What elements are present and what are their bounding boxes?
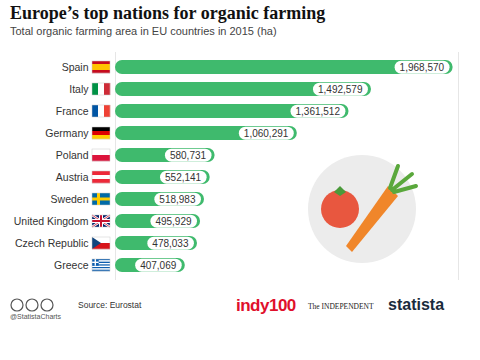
svg-text:France: France (56, 105, 89, 117)
svg-text:518,983: 518,983 (159, 194, 196, 205)
svg-text:478,033: 478,033 (152, 238, 189, 249)
svg-text:Sweden: Sweden (51, 193, 89, 205)
html-text:Source: Eurostat: Source: Eurostat (78, 300, 142, 310)
html-text:statista: statista (388, 296, 444, 313)
svg-text:Austria: Austria (56, 171, 89, 183)
svg-text:Greece: Greece (54, 259, 89, 271)
svg-text:Poland: Poland (56, 149, 89, 161)
svg-text:1,968,570: 1,968,570 (400, 62, 445, 73)
svg-text:580,731: 580,731 (170, 150, 207, 161)
svg-text:Germany: Germany (45, 127, 89, 139)
svg-text:1,361,512: 1,361,512 (295, 106, 340, 117)
html-text:Total organic farming area in: Total organic farming area in EU countri… (10, 25, 277, 37)
html-text:Europe’s top nations for organ: Europe’s top nations for organic farming (10, 3, 326, 23)
svg-text:495,929: 495,929 (155, 216, 192, 227)
html-text:The INDEPENDENT: The INDEPENDENT (308, 302, 374, 311)
svg-text:1,492,579: 1,492,579 (318, 84, 363, 95)
svg-text:407,069: 407,069 (140, 260, 177, 271)
svg-text:Italy: Italy (69, 83, 89, 95)
html-text:@StatistaCharts: @StatistaCharts (10, 313, 62, 320)
svg-text:1,060,291: 1,060,291 (244, 128, 289, 139)
svg-text:Czech Republic: Czech Republic (15, 237, 89, 249)
svg-text:Spain: Spain (62, 61, 89, 73)
html-text:indy100: indy100 (236, 296, 296, 315)
svg-text:552,141: 552,141 (165, 172, 202, 183)
svg-text:United Kingdom: United Kingdom (14, 215, 89, 227)
